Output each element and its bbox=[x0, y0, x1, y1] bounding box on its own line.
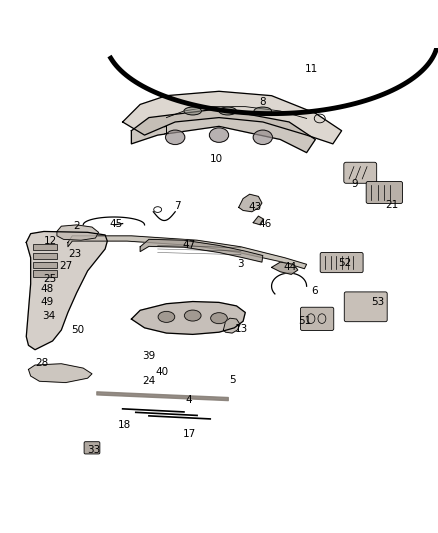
Ellipse shape bbox=[184, 107, 201, 115]
Text: 13: 13 bbox=[235, 324, 248, 334]
Ellipse shape bbox=[254, 107, 272, 115]
Ellipse shape bbox=[219, 107, 237, 115]
FancyBboxPatch shape bbox=[344, 162, 377, 183]
Text: 23: 23 bbox=[68, 249, 81, 259]
Text: 18: 18 bbox=[118, 420, 131, 430]
Text: 45: 45 bbox=[110, 219, 123, 229]
Text: 50: 50 bbox=[71, 325, 85, 335]
Text: 1: 1 bbox=[163, 126, 170, 136]
FancyBboxPatch shape bbox=[84, 442, 100, 454]
Ellipse shape bbox=[211, 313, 227, 324]
Text: 40: 40 bbox=[155, 367, 169, 377]
FancyBboxPatch shape bbox=[320, 253, 363, 273]
Text: 48: 48 bbox=[41, 284, 54, 294]
Polygon shape bbox=[68, 236, 307, 269]
Bar bbox=[33, 270, 57, 277]
Text: 6: 6 bbox=[311, 286, 318, 296]
FancyBboxPatch shape bbox=[344, 292, 387, 322]
Ellipse shape bbox=[158, 311, 175, 322]
Text: 44: 44 bbox=[283, 262, 297, 272]
Text: 12: 12 bbox=[44, 236, 57, 246]
Text: 5: 5 bbox=[229, 375, 236, 385]
Text: 53: 53 bbox=[371, 297, 384, 308]
Text: 33: 33 bbox=[88, 445, 101, 455]
Text: 52: 52 bbox=[339, 258, 352, 268]
Text: 51: 51 bbox=[298, 316, 311, 326]
Polygon shape bbox=[272, 262, 298, 274]
Text: 21: 21 bbox=[385, 200, 399, 210]
Text: 9: 9 bbox=[351, 179, 358, 189]
Polygon shape bbox=[131, 109, 315, 152]
Text: 24: 24 bbox=[142, 376, 155, 386]
Text: 28: 28 bbox=[35, 358, 48, 368]
FancyBboxPatch shape bbox=[300, 307, 334, 330]
Text: 7: 7 bbox=[174, 201, 181, 211]
Bar bbox=[33, 253, 57, 259]
Text: 47: 47 bbox=[183, 240, 196, 251]
Polygon shape bbox=[26, 231, 107, 350]
Polygon shape bbox=[140, 239, 263, 262]
Polygon shape bbox=[253, 216, 264, 225]
Polygon shape bbox=[123, 91, 342, 144]
Polygon shape bbox=[223, 318, 240, 333]
Ellipse shape bbox=[209, 128, 229, 142]
Text: 25: 25 bbox=[44, 274, 57, 284]
Ellipse shape bbox=[166, 130, 185, 144]
Text: 46: 46 bbox=[258, 219, 272, 229]
Text: 27: 27 bbox=[59, 261, 72, 271]
Text: 4: 4 bbox=[185, 395, 192, 405]
Text: 11: 11 bbox=[304, 64, 318, 75]
Ellipse shape bbox=[253, 130, 272, 144]
Polygon shape bbox=[131, 302, 245, 334]
Text: 39: 39 bbox=[142, 351, 155, 361]
Text: 49: 49 bbox=[41, 297, 54, 308]
Polygon shape bbox=[57, 225, 99, 240]
Text: 34: 34 bbox=[42, 311, 56, 320]
Text: 17: 17 bbox=[183, 429, 196, 439]
Text: 3: 3 bbox=[237, 260, 244, 269]
Bar bbox=[33, 244, 57, 251]
Text: 43: 43 bbox=[248, 203, 261, 212]
Polygon shape bbox=[28, 364, 92, 383]
Text: 8: 8 bbox=[259, 97, 266, 107]
Text: 2: 2 bbox=[73, 221, 80, 231]
Bar bbox=[33, 262, 57, 268]
Text: 10: 10 bbox=[210, 154, 223, 164]
Ellipse shape bbox=[184, 310, 201, 321]
Polygon shape bbox=[239, 194, 262, 212]
FancyBboxPatch shape bbox=[366, 182, 403, 204]
